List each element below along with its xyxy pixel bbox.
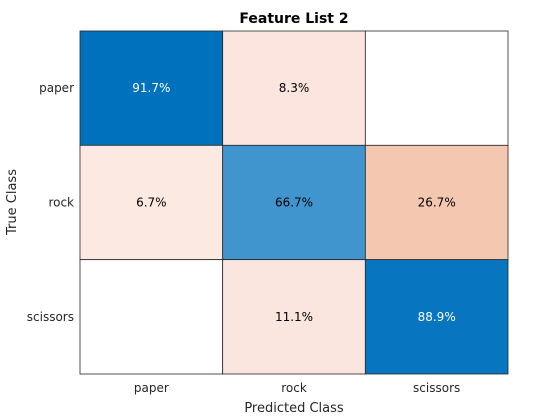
chart-title: Feature List 2: [239, 11, 348, 27]
cell-value-label: 66.7%: [275, 195, 313, 209]
x-axis-ticks: paper rock scissors: [134, 381, 460, 395]
heatmap-cell-scissors-paper: [79, 259, 224, 375]
cell-value-label: 8.3%: [279, 81, 310, 95]
heatmap-cell-rock-rock: [222, 144, 366, 261]
heatmap-cell-paper-paper: [79, 30, 224, 146]
heatmap-cell-scissors-scissors: [364, 259, 509, 375]
heatmap-cell-paper-rock: [222, 30, 366, 146]
y-tick-label-scissors: scissors: [27, 310, 74, 324]
heatmap-cell-paper-scissors: [364, 30, 509, 146]
x-axis-label: Predicted Class: [244, 401, 344, 416]
cell-value-label: 26.7%: [418, 195, 456, 209]
y-tick-label-rock: rock: [48, 195, 74, 209]
heatmap-value-labels: 91.7% 8.3% 6.7% 66.7% 26.7% 11.1% 88.9%: [132, 81, 455, 324]
cell-value-label: 91.7%: [132, 81, 170, 95]
heatmap-cells: [79, 30, 509, 375]
heatmap-cell-scissors-rock: [222, 259, 366, 375]
y-axis-label: True Class: [5, 169, 20, 236]
cell-value-label: 88.9%: [418, 310, 456, 324]
y-axis-ticks: paper rock scissors: [27, 81, 74, 324]
cell-value-label: 11.1%: [275, 310, 313, 324]
y-tick-label-paper: paper: [39, 81, 74, 95]
cell-value-label: 6.7%: [136, 195, 167, 209]
x-tick-label-rock: rock: [281, 381, 307, 395]
heatmap-cell-rock-scissors: [364, 144, 509, 261]
x-tick-label-scissors: scissors: [413, 381, 460, 395]
heatmap-cell-rock-paper: [79, 144, 224, 261]
x-tick-label-paper: paper: [134, 381, 169, 395]
